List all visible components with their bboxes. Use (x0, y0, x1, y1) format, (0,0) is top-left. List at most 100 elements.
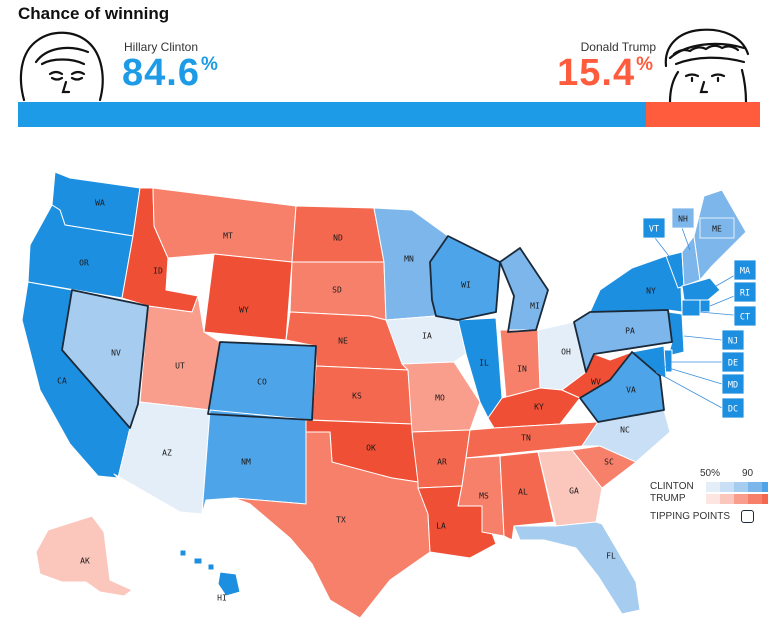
callout-label-ct: CT (740, 313, 750, 323)
state-NY[interactable] (589, 255, 683, 313)
state-WI[interactable] (429, 235, 501, 321)
state-label-mt: MT (223, 232, 233, 241)
state-label-wy: WY (239, 306, 249, 315)
callout-box-de[interactable] (721, 351, 745, 373)
callout-label-vt: VT (649, 225, 659, 235)
callout-box-ri[interactable] (733, 281, 757, 303)
us-electoral-map: VT NH ME MA RI CT NJ DE MD DC WA OR CA NV ID MT WY UT AZ C… (21, 171, 757, 619)
legend-tipping-label: TIPPING POINTS (650, 511, 731, 522)
trump-percentage: 15.4% (557, 52, 654, 94)
state-label-ok: OK (366, 444, 376, 453)
state-AK[interactable] (35, 515, 133, 597)
callout-label-me: ME (712, 225, 722, 234)
state-label-nv: NV (111, 349, 121, 358)
state-label-id: ID (153, 267, 163, 276)
state-label-wa: WA (95, 199, 105, 208)
state-label-ia: IA (422, 332, 432, 341)
state-label-ar: AR (437, 458, 447, 467)
state-NM[interactable] (201, 409, 313, 515)
callout-box-dc[interactable] (721, 397, 745, 419)
trump-bar-segment (646, 102, 760, 127)
state-label-mi: MI (530, 302, 540, 311)
clinton-name: Hillary Clinton (124, 40, 199, 54)
tipping-outline-CO (207, 341, 317, 421)
tipping-outline-PA (573, 309, 673, 373)
state-label-tn: TN (521, 434, 531, 443)
state-label-mn: MN (404, 255, 414, 264)
scale-clinton-swatch-2 (734, 482, 748, 492)
callout-box-nj[interactable] (721, 329, 745, 351)
callout-box-ma[interactable] (733, 259, 757, 281)
trump-name: Donald Trump (580, 40, 656, 54)
tipping-outline-MI (499, 247, 549, 333)
scale-trump-swatch-0 (706, 494, 720, 504)
state-MT[interactable] (152, 187, 297, 263)
state-label-la: LA (436, 522, 446, 531)
callout-label-dc: DC (728, 405, 738, 415)
state-label-wi: WI (461, 281, 471, 290)
state-label-ut: UT (175, 362, 185, 371)
state-label-ne: NE (338, 337, 348, 346)
state-WY[interactable] (203, 253, 293, 341)
clinton-portrait-icon (19, 31, 104, 102)
callout-label-nj: NJ (728, 337, 738, 347)
state-HI[interactable] (179, 549, 241, 597)
callout-box-ct[interactable] (733, 305, 757, 327)
state-MA[interactable] (681, 277, 721, 301)
scale-trump-swatch-3 (748, 494, 762, 504)
callout-label-md: MD (728, 381, 738, 391)
legend-tipping-swatch (741, 510, 754, 523)
tipping-outline-WI (429, 235, 501, 321)
state-MI[interactable] (499, 247, 549, 333)
state-label-co: CO (257, 378, 267, 387)
win-probability-bar (18, 102, 760, 127)
state-labels: WA OR CA NV ID MT WY UT AZ CO NM ND SD NE KS OK TX MN IA MO… (57, 199, 656, 603)
small-state-callouts: VT NH ME MA RI CT NJ DE MD DC (642, 207, 757, 419)
callout-box-md[interactable] (721, 373, 745, 395)
state-label-tx: TX (336, 516, 346, 525)
state-label-nd: ND (333, 234, 343, 243)
legend-pct-low: 50% (700, 468, 721, 479)
clinton-bar-segment (18, 102, 646, 127)
state-GA[interactable] (537, 449, 603, 527)
scale-trump-swatch-1 (720, 494, 734, 504)
state-label-hi: HI (217, 594, 227, 603)
state-label-al: AL (518, 488, 528, 497)
tipping-outline-NV (61, 289, 149, 429)
state-RI[interactable] (699, 299, 711, 313)
callout-box-me[interactable] (699, 217, 735, 239)
state-TX[interactable] (233, 431, 431, 619)
scale-clinton-swatch-1 (720, 482, 734, 492)
state-label-nc: NC (620, 426, 630, 435)
state-label-oh: OH (561, 348, 571, 357)
state-label-ks: KS (352, 392, 362, 401)
legend-clinton-scale (706, 482, 768, 492)
callout-label-nh: NH (678, 215, 688, 224)
state-label-or: OR (79, 259, 89, 268)
scale-clinton-swatch-4 (762, 482, 768, 492)
callout-label-ri: RI (740, 289, 750, 299)
state-label-pa: PA (625, 327, 635, 336)
trump-portrait-icon (664, 28, 750, 102)
scale-clinton-swatch-0 (706, 482, 720, 492)
state-label-ms: MS (479, 492, 489, 501)
state-label-ky: KY (534, 403, 544, 412)
state-label-il: IL (479, 359, 489, 368)
state-CT[interactable] (681, 299, 701, 317)
callout-box-nh[interactable] (671, 207, 695, 229)
state-label-in: IN (517, 365, 527, 374)
state-label-nm: NM (241, 458, 251, 467)
state-label-ak: AK (80, 557, 90, 566)
state-label-az: AZ (162, 449, 172, 458)
callout-label-de: DE (728, 359, 738, 369)
state-KS[interactable] (311, 365, 413, 425)
legend-trump-label: TRUMP (650, 493, 686, 504)
scale-clinton-swatch-3 (748, 482, 762, 492)
state-FL[interactable] (513, 521, 641, 615)
state-label-ca: CA (57, 377, 67, 386)
page-title: Chance of winning (18, 4, 170, 23)
state-label-wv: WV (591, 378, 601, 387)
legend-pct-high: 90 (742, 468, 754, 479)
state-label-fl: FL (606, 552, 616, 561)
callout-box-vt[interactable] (642, 217, 666, 239)
